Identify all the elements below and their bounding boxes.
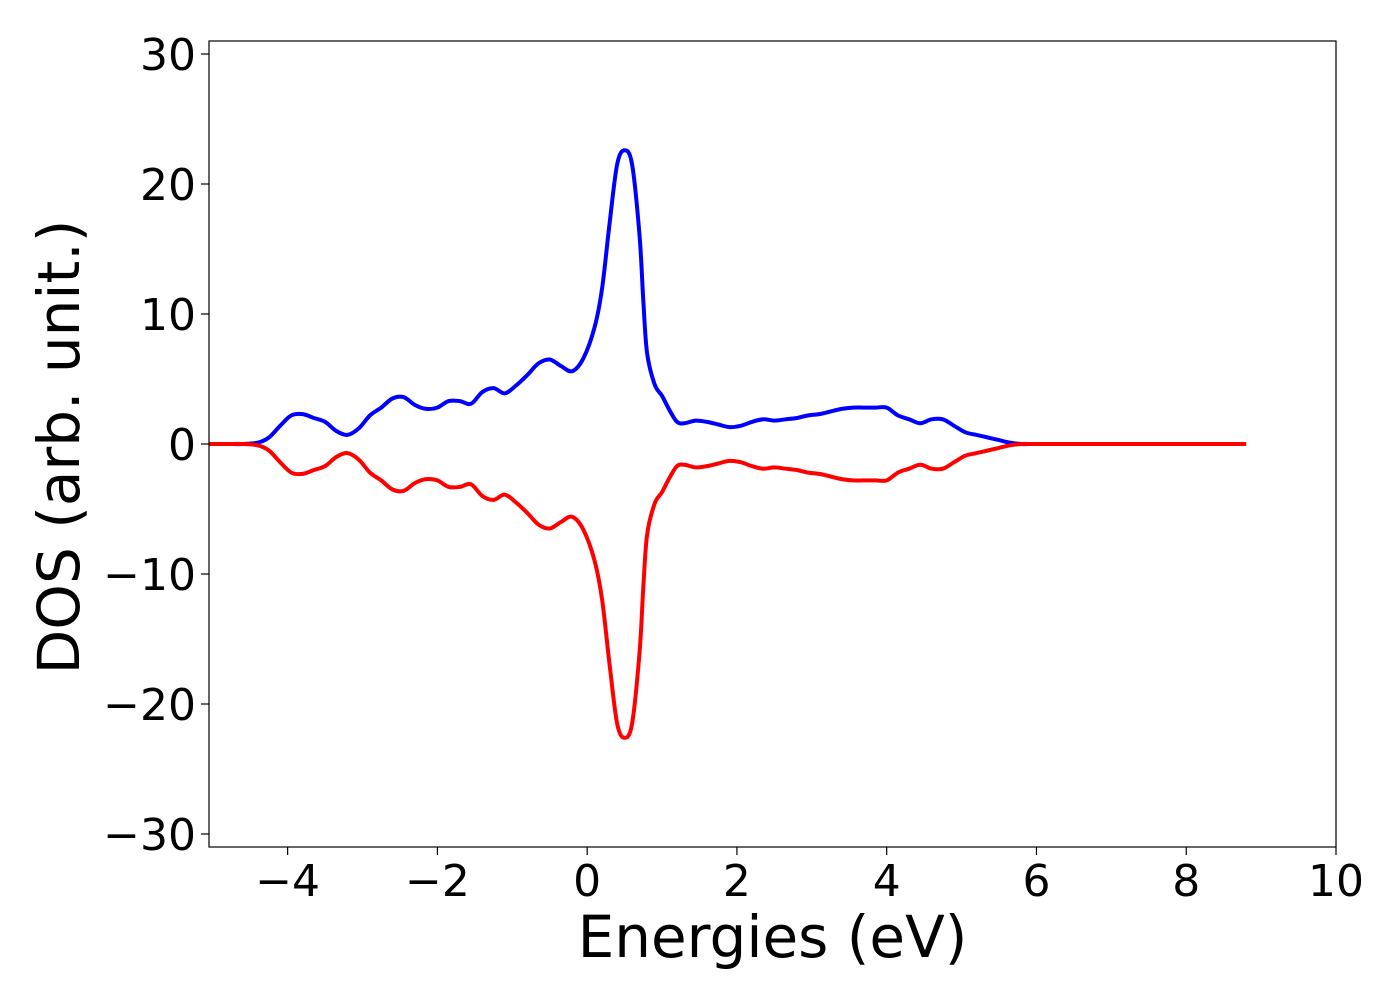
x-axis-ticks: −4 −2 0 2 4 6 8 10 (255, 847, 1364, 907)
dos-series-down-line (209, 441, 1247, 740)
y-tick-label: 0 (168, 420, 196, 471)
x-tick-label: −2 (405, 856, 470, 907)
y-tick-label: 20 (140, 160, 196, 211)
y-axis-label: DOS (arb. unit.) (25, 220, 93, 675)
y-tick-label: −30 (103, 810, 196, 861)
x-tick-label: 10 (1308, 856, 1364, 907)
y-tick-label: 10 (140, 290, 196, 341)
y-tick-label: −20 (103, 680, 196, 731)
x-tick-label: 8 (1172, 856, 1200, 907)
x-tick-label: 6 (1022, 856, 1050, 907)
y-tick-label: 30 (140, 30, 196, 81)
x-tick-label: 4 (873, 856, 901, 907)
x-tick-label: 2 (723, 856, 751, 907)
x-tick-label: 0 (573, 856, 601, 907)
x-axis-label: Energies (eV) (578, 903, 968, 971)
series-layer (209, 148, 1247, 740)
y-axis-ticks: −30 −20 −10 0 10 20 30 (103, 30, 209, 861)
y-tick-label: −10 (103, 550, 196, 601)
dos-series-up-line (209, 148, 1247, 447)
x-tick-label: −4 (255, 856, 320, 907)
